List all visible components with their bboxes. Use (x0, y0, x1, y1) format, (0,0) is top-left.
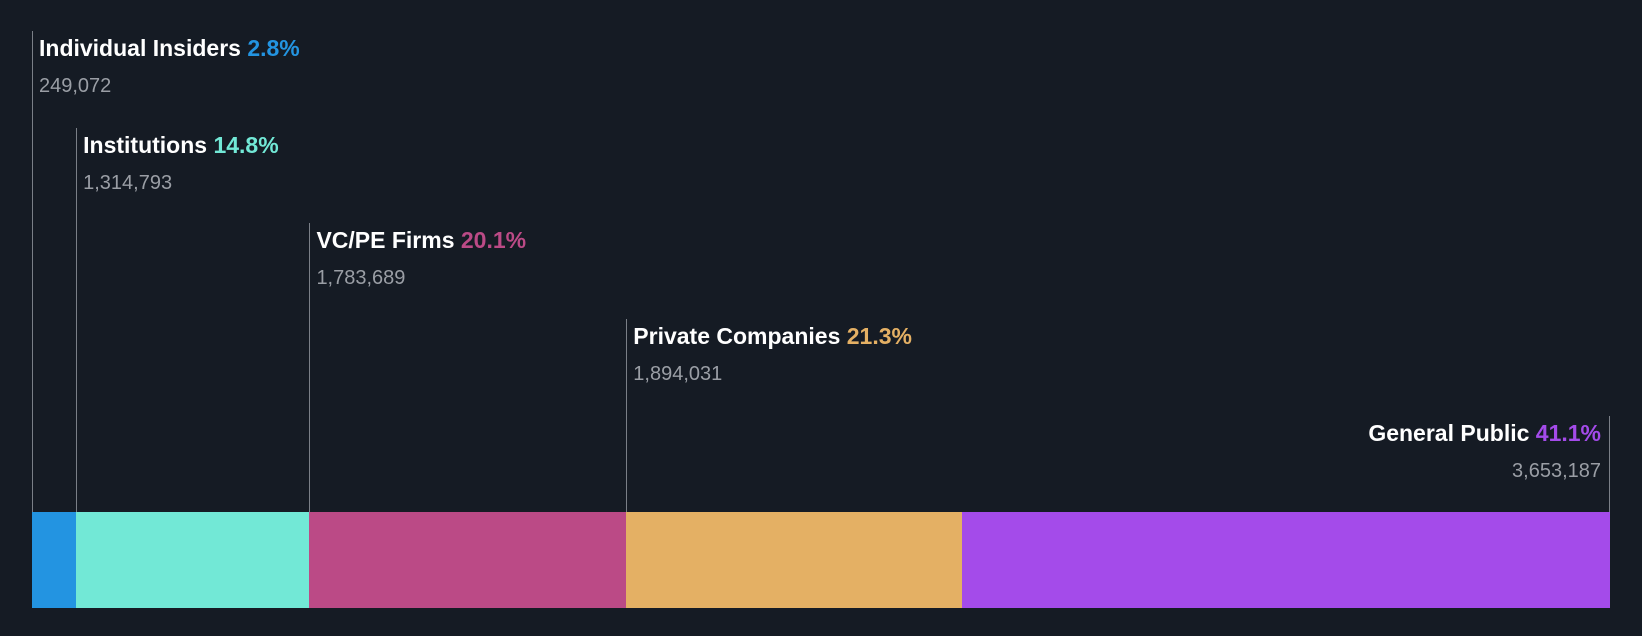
bar-segment-0 (32, 512, 77, 608)
percent-label: 14.8% (213, 132, 279, 158)
segment-label: Private Companies 21.3% 1,894,031 (633, 323, 912, 386)
segment-label: Institutions 14.8% 1,314,793 (83, 132, 279, 195)
category-name: Private Companies (633, 323, 847, 349)
shares-count: 249,072 (39, 75, 112, 97)
segment-label: Individual Insiders 2.8% 249,072 (39, 35, 300, 98)
percent-label: 21.3% (846, 323, 912, 349)
percent-label: 2.8% (247, 35, 300, 61)
shares-count: 3,653,187 (1512, 460, 1601, 482)
shares-count: 1,314,793 (83, 172, 173, 194)
percent-label: 20.1% (460, 227, 527, 253)
shares-count: 1,783,689 (316, 267, 406, 289)
leader-line (32, 31, 33, 512)
shares-count: 1,894,031 (633, 363, 723, 385)
bar-segment-2 (309, 512, 627, 608)
segment-label: General Public 41.1% 3,653,187 (1368, 420, 1601, 483)
leader-line (626, 319, 628, 512)
category-name: Institutions (83, 132, 214, 158)
segment-label: VC/PE Firms 20.1% 1,783,689 (316, 227, 526, 290)
category-name: General Public (1368, 420, 1536, 446)
bar-segment-4 (962, 512, 1611, 608)
leader-line (76, 128, 78, 512)
bar-segment-1 (76, 512, 310, 608)
category-name: VC/PE Firms (316, 227, 461, 253)
leader-line (309, 223, 311, 512)
percent-label: 41.1% (1535, 420, 1601, 446)
category-name: Individual Insiders (39, 35, 248, 61)
leader-line (1609, 416, 1610, 512)
bar-segment-3 (626, 512, 963, 608)
